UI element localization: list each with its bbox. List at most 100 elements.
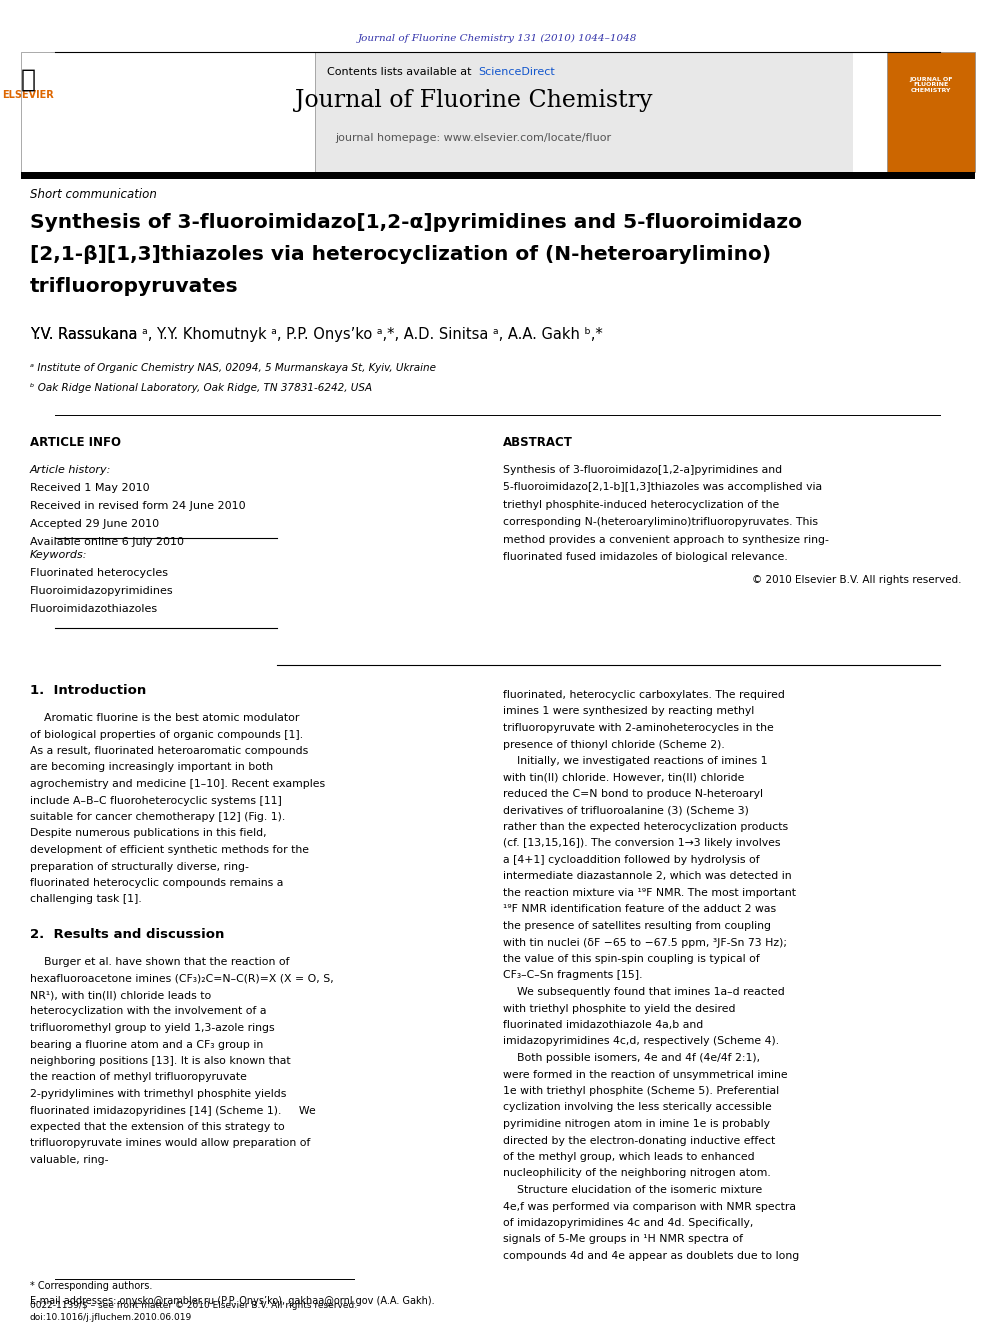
Bar [51,52,853,172]
Text: Fluorinated heterocycles: Fluorinated heterocycles [30,568,168,578]
Text: Initially, we investigated reactions of imines 1: Initially, we investigated reactions of … [503,755,767,766]
Text: the value of this spin-spin coupling is typical of: the value of this spin-spin coupling is … [503,954,760,964]
Text: trifluoropyruvate with 2-aminoheterocycles in the: trifluoropyruvate with 2-aminoheterocycl… [503,722,774,733]
Text: heterocyclization with the involvement of a: heterocyclization with the involvement o… [30,1007,266,1016]
Text: expected that the extension of this strategy to: expected that the extension of this stra… [30,1122,285,1132]
Text: 5-fluoroimidazo[2,1-b][1,3]thiazoles was accomplished via: 5-fluoroimidazo[2,1-b][1,3]thiazoles was… [503,483,821,492]
Text: triethyl phosphite-induced heterocyclization of the: triethyl phosphite-induced heterocycliza… [503,500,779,509]
Text: 1e with triethyl phosphite (Scheme 5). Preferential: 1e with triethyl phosphite (Scheme 5). P… [503,1086,779,1095]
Text: 2-pyridylimines with trimethyl phosphite yields: 2-pyridylimines with trimethyl phosphite… [30,1089,286,1099]
Text: Accepted 29 June 2010: Accepted 29 June 2010 [30,519,159,529]
Text: with tin nuclei (δF −65 to −67.5 ppm, ³JF-Sn 73 Hz);: with tin nuclei (δF −65 to −67.5 ppm, ³J… [503,938,787,947]
Text: NR¹), with tin(II) chloride leads to: NR¹), with tin(II) chloride leads to [30,990,211,1000]
Text: Structure elucidation of the isomeric mixture: Structure elucidation of the isomeric mi… [503,1185,762,1195]
Text: compounds 4d and 4e appear as doublets due to long: compounds 4d and 4e appear as doublets d… [503,1252,799,1261]
Text: CF₃–C–Sn fragments [15].: CF₃–C–Sn fragments [15]. [503,971,642,980]
Text: pyrimidine nitrogen atom in imine 1e is probably: pyrimidine nitrogen atom in imine 1e is … [503,1119,770,1129]
Text: Article history:: Article history: [30,464,111,475]
Text: Y.V. Rassukana: Y.V. Rassukana [30,328,142,343]
Bar [21,172,975,179]
Text: ABSTRACT: ABSTRACT [503,435,572,448]
Text: with tin(II) chloride. However, tin(II) chloride: with tin(II) chloride. However, tin(II) … [503,773,744,782]
Text: fluorinated fused imidazoles of biological relevance.: fluorinated fused imidazoles of biologic… [503,553,788,562]
Text: trifluoropyruvate imines would allow preparation of: trifluoropyruvate imines would allow pre… [30,1139,310,1148]
Text: Despite numerous publications in this field,: Despite numerous publications in this fi… [30,828,266,839]
Text: derivatives of trifluoroalanine (3) (Scheme 3): derivatives of trifluoroalanine (3) (Sch… [503,806,749,815]
Text: Received 1 May 2010: Received 1 May 2010 [30,483,149,493]
Text: ᵇ Oak Ridge National Laboratory, Oak Ridge, TN 37831-6242, USA: ᵇ Oak Ridge National Laboratory, Oak Rid… [30,382,372,393]
Text: fluorinated imidazothiazole 4a,b and: fluorinated imidazothiazole 4a,b and [503,1020,703,1031]
Text: 🌳: 🌳 [21,67,36,93]
Text: E-mail addresses: onysko@rambler.ru (P.P. Onys’ko), gakhaa@ornl.gov (A.A. Gakh).: E-mail addresses: onysko@rambler.ru (P.P… [30,1297,434,1306]
Text: intermediate diazastannole 2, which was detected in: intermediate diazastannole 2, which was … [503,872,792,881]
Text: development of efficient synthetic methods for the: development of efficient synthetic metho… [30,845,309,855]
Text: 0022-1139/$ – see front matter © 2010 Elsevier B.V. All rights reserved.: 0022-1139/$ – see front matter © 2010 El… [30,1301,357,1310]
Text: ScienceDirect: ScienceDirect [478,67,556,77]
Text: imines 1 were synthesized by reacting methyl: imines 1 were synthesized by reacting me… [503,706,754,717]
Text: a [4+1] cycloaddition followed by hydrolysis of: a [4+1] cycloaddition followed by hydrol… [503,855,759,865]
Text: imidazopyrimidines 4c,d, respectively (Scheme 4).: imidazopyrimidines 4c,d, respectively (S… [503,1036,779,1046]
Text: 4e,f was performed via comparison with NMR spectra: 4e,f was performed via comparison with N… [503,1201,796,1212]
Text: ᵃ Institute of Organic Chemistry NAS, 02094, 5 Murmanskaya St, Kyiv, Ukraine: ᵃ Institute of Organic Chemistry NAS, 02… [30,363,435,373]
Text: Fluoroimidazothiazoles: Fluoroimidazothiazoles [30,605,158,614]
Text: Y.V. Rassukana ᵃ, Y.Y. Khomutnyk ᵃ, P.P. Onys’ko ᵃ,*, A.D. Sinitsa ᵃ, A.A. Gakh : Y.V. Rassukana ᵃ, Y.Y. Khomutnyk ᵃ, P.P.… [30,328,602,343]
Text: Keywords:: Keywords: [30,550,87,560]
Text: Fluoroimidazopyrimidines: Fluoroimidazopyrimidines [30,586,174,595]
Text: were formed in the reaction of unsymmetrical imine: were formed in the reaction of unsymmetr… [503,1069,788,1080]
Text: * Corresponding authors.: * Corresponding authors. [30,1281,152,1291]
Text: the presence of satellites resulting from coupling: the presence of satellites resulting fro… [503,921,771,931]
Text: suitable for cancer chemotherapy [12] (Fig. 1).: suitable for cancer chemotherapy [12] (F… [30,812,285,822]
Text: cyclization involving the less sterically accessible: cyclization involving the less stericall… [503,1102,772,1113]
Text: ELSEVIER: ELSEVIER [2,90,54,101]
Text: As a result, fluorinated heteroaromatic compounds: As a result, fluorinated heteroaromatic … [30,746,308,755]
Text: method provides a convenient approach to synthesize ring-: method provides a convenient approach to… [503,534,828,545]
Text: Short communication: Short communication [30,188,157,201]
Bar [887,52,975,172]
Text: Synthesis of 3-fluoroimidazo[1,2-α]pyrimidines and 5-fluoroimidazo: Synthesis of 3-fluoroimidazo[1,2-α]pyrim… [30,213,802,232]
Text: of biological properties of organic compounds [1].: of biological properties of organic comp… [30,729,303,740]
Text: rather than the expected heterocyclization products: rather than the expected heterocyclizati… [503,822,788,832]
Text: presence of thionyl chloride (Scheme 2).: presence of thionyl chloride (Scheme 2). [503,740,724,750]
Text: directed by the electron-donating inductive effect: directed by the electron-donating induct… [503,1135,775,1146]
Text: the reaction mixture via ¹⁹F NMR. The most important: the reaction mixture via ¹⁹F NMR. The mo… [503,888,796,898]
Text: neighboring positions [13]. It is also known that: neighboring positions [13]. It is also k… [30,1056,291,1066]
Bar [21,52,315,172]
Text: hexafluoroacetone imines (CF₃)₂C=N–C(R)=X (X = O, S,: hexafluoroacetone imines (CF₃)₂C=N–C(R)=… [30,974,333,983]
Text: fluorinated, heterocyclic carboxylates. The required: fluorinated, heterocyclic carboxylates. … [503,691,785,700]
Text: 2.  Results and discussion: 2. Results and discussion [30,927,224,941]
Text: trifluoromethyl group to yield 1,3-azole rings: trifluoromethyl group to yield 1,3-azole… [30,1023,274,1033]
Text: Received in revised form 24 June 2010: Received in revised form 24 June 2010 [30,501,245,511]
Text: Synthesis of 3-fluoroimidazo[1,2-a]pyrimidines and: Synthesis of 3-fluoroimidazo[1,2-a]pyrim… [503,464,782,475]
Text: challenging task [1].: challenging task [1]. [30,894,141,905]
Text: Burger et al. have shown that the reaction of: Burger et al. have shown that the reacti… [30,957,289,967]
Text: are becoming increasingly important in both: are becoming increasingly important in b… [30,762,273,773]
Text: nucleophilicity of the neighboring nitrogen atom.: nucleophilicity of the neighboring nitro… [503,1168,771,1179]
Text: reduced the C=N bond to produce N-heteroaryl: reduced the C=N bond to produce N-hetero… [503,789,763,799]
Text: © 2010 Elsevier B.V. All rights reserved.: © 2010 Elsevier B.V. All rights reserved… [752,576,961,585]
Text: We subsequently found that imines 1a–d reacted: We subsequently found that imines 1a–d r… [503,987,785,998]
Text: ARTICLE INFO: ARTICLE INFO [30,435,121,448]
Text: trifluoropyruvates: trifluoropyruvates [30,277,238,295]
Text: [2,1-β][1,3]thiazoles via heterocyclization of (N-heteroarylimino): [2,1-β][1,3]thiazoles via heterocyclizat… [30,245,771,263]
Text: Journal of Fluorine Chemistry 131 (2010) 1044–1048: Journal of Fluorine Chemistry 131 (2010)… [358,33,638,42]
Text: agrochemistry and medicine [1–10]. Recent examples: agrochemistry and medicine [1–10]. Recen… [30,779,324,789]
Text: include A–B–C fluoroheterocyclic systems [11]: include A–B–C fluoroheterocyclic systems… [30,795,282,806]
Text: JOURNAL OF
FLUORINE
CHEMISTRY: JOURNAL OF FLUORINE CHEMISTRY [909,77,952,94]
Text: (cf. [13,15,16]). The conversion 1→3 likely involves: (cf. [13,15,16]). The conversion 1→3 lik… [503,839,780,848]
Text: Both possible isomers, 4e and 4f (4e/4f 2:1),: Both possible isomers, 4e and 4f (4e/4f … [503,1053,760,1062]
Text: journal homepage: www.elsevier.com/locate/fluor: journal homepage: www.elsevier.com/locat… [335,134,612,143]
Text: preparation of structurally diverse, ring-: preparation of structurally diverse, rin… [30,861,248,872]
Text: Available online 6 July 2010: Available online 6 July 2010 [30,537,184,546]
Text: fluorinated heterocyclic compounds remains a: fluorinated heterocyclic compounds remai… [30,878,283,888]
Text: 1.  Introduction: 1. Introduction [30,684,146,696]
Text: bearing a fluorine atom and a CF₃ group in: bearing a fluorine atom and a CF₃ group … [30,1040,263,1049]
Text: Contents lists available at: Contents lists available at [327,67,478,77]
Text: valuable, ring-: valuable, ring- [30,1155,108,1166]
Text: corresponding N-(heteroarylimino)trifluoropyruvates. This: corresponding N-(heteroarylimino)trifluo… [503,517,817,528]
Text: signals of 5-Me groups in ¹H NMR spectra of: signals of 5-Me groups in ¹H NMR spectra… [503,1234,743,1245]
Text: ¹⁹F NMR identification feature of the adduct 2 was: ¹⁹F NMR identification feature of the ad… [503,905,776,914]
Text: Journal of Fluorine Chemistry: Journal of Fluorine Chemistry [295,89,653,111]
Text: the reaction of methyl trifluoropyruvate: the reaction of methyl trifluoropyruvate [30,1073,246,1082]
Text: with triethyl phosphite to yield the desired: with triethyl phosphite to yield the des… [503,1004,735,1013]
Text: fluorinated imidazopyridines [14] (Scheme 1).     We: fluorinated imidazopyridines [14] (Schem… [30,1106,315,1115]
